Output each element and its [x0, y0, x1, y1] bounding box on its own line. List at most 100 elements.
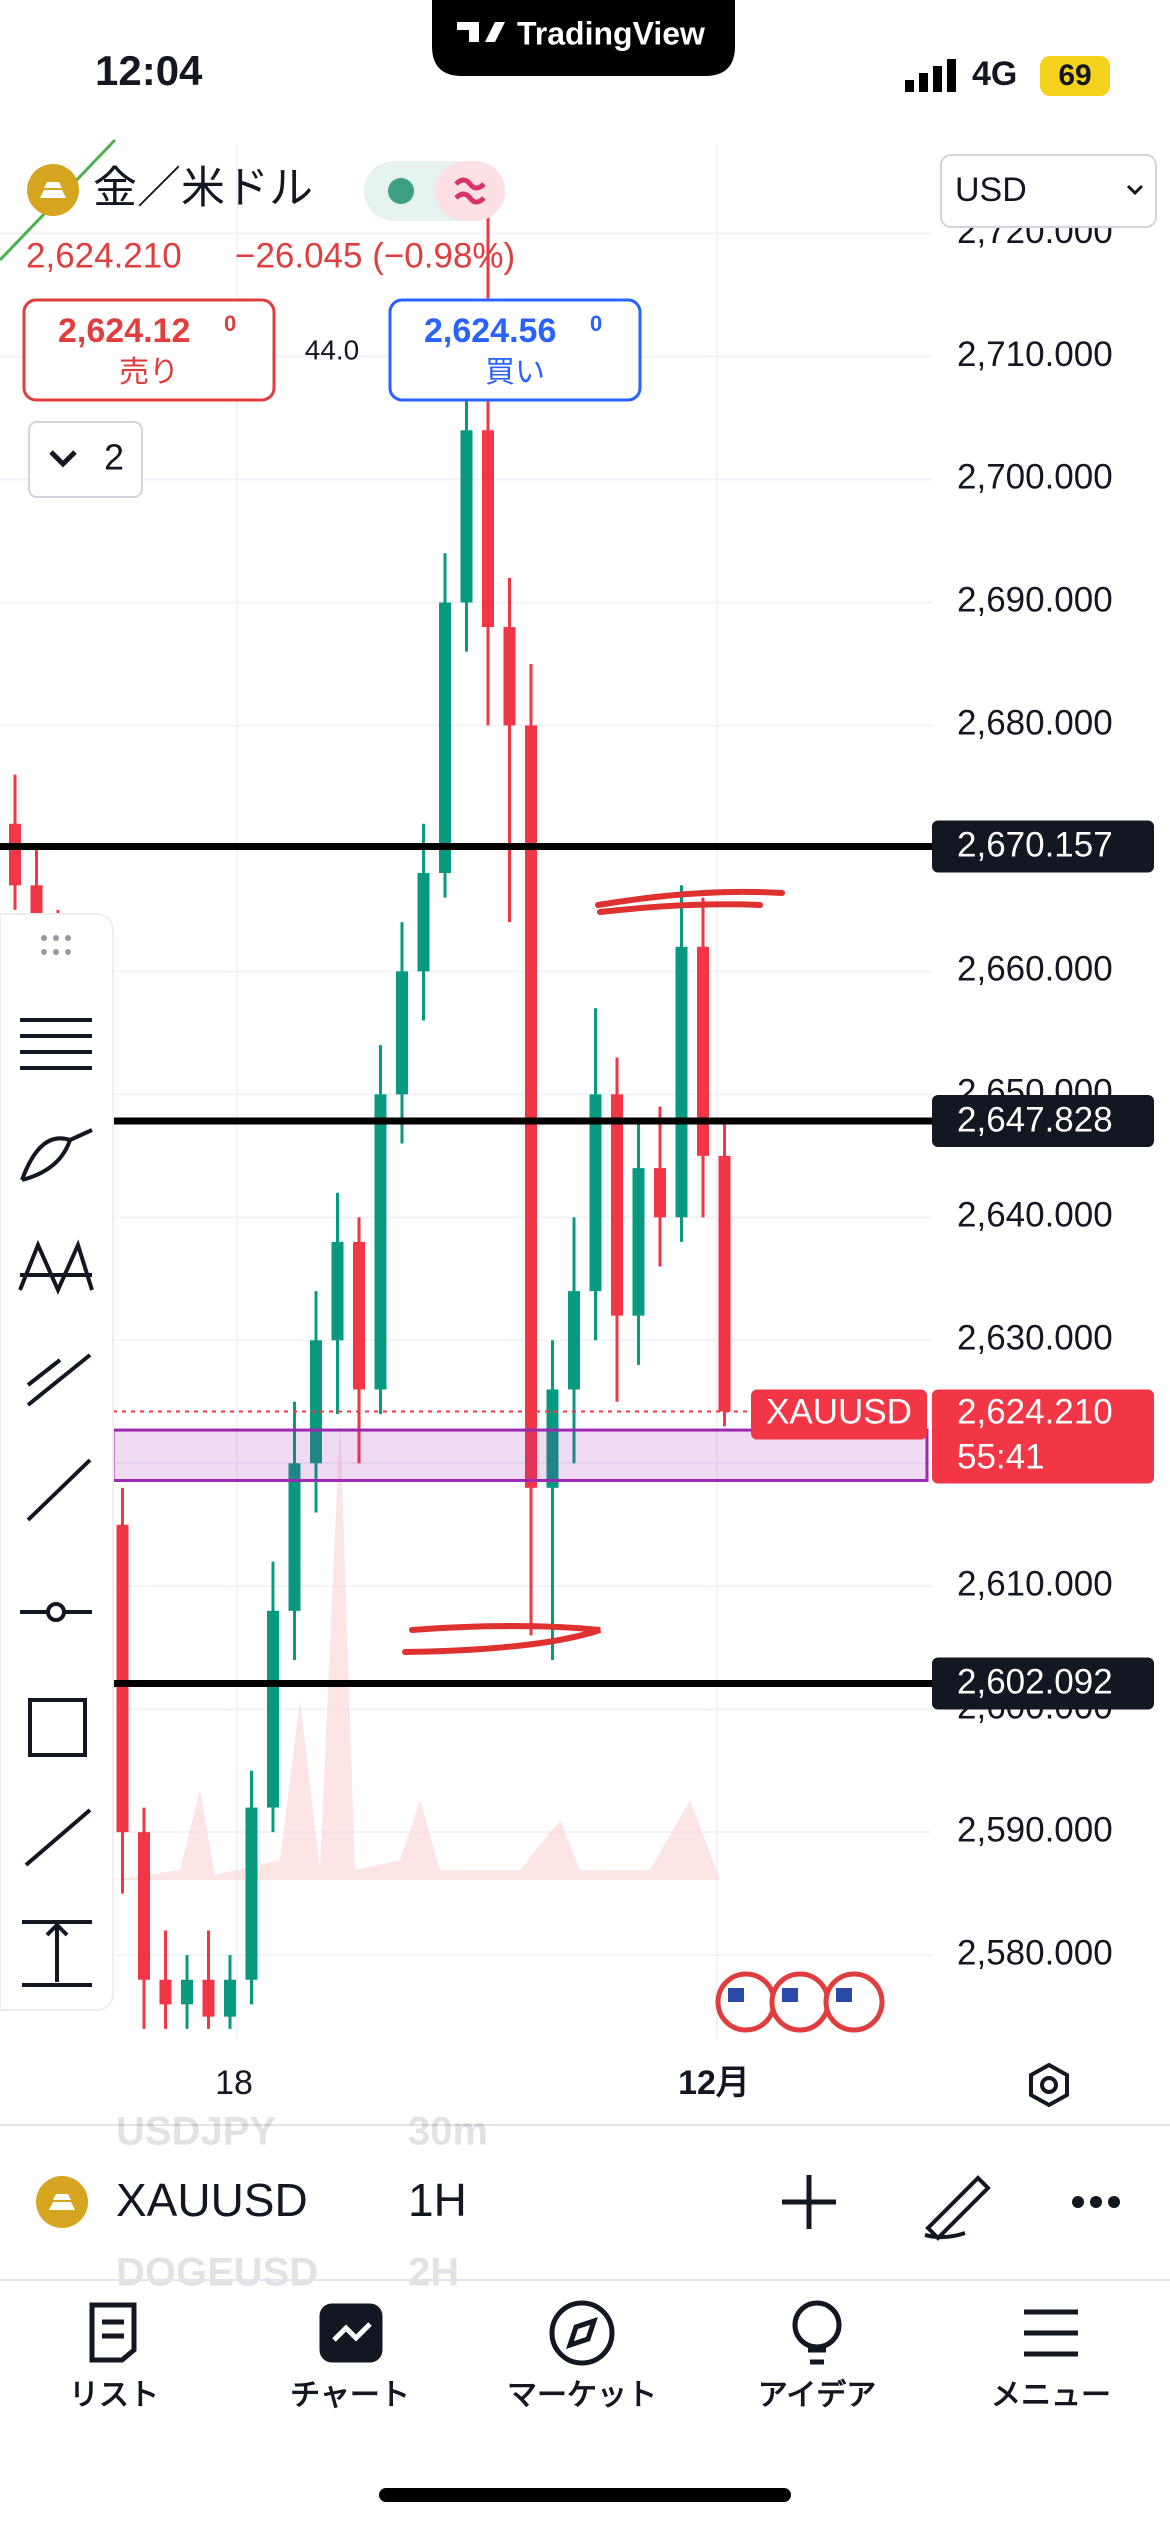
candle-body [159, 1979, 172, 2005]
battery [1040, 56, 1110, 96]
last-price-label: 2,624.210 [957, 1393, 1113, 1432]
candle-body [503, 627, 516, 726]
battery-level: 69 [1058, 59, 1091, 92]
currency-select[interactable] [940, 154, 1157, 228]
y-tick-label: 2,710.000 [957, 335, 1113, 374]
y-tick-label: 2,680.000 [957, 704, 1113, 743]
candle-body [288, 1463, 301, 1611]
tab-label[interactable]: メニュー [991, 2379, 1111, 2412]
hand-drawing [402, 1623, 601, 1655]
candle-body [331, 1241, 344, 1341]
buy-price: 2,624.56 [424, 312, 556, 350]
candle-body [417, 872, 430, 972]
candle-body [546, 1389, 559, 1488]
level-label: 2,670.157 [957, 826, 1113, 865]
candle-body [374, 1094, 387, 1390]
symbol-tag: XAUUSD [766, 1393, 912, 1432]
candle-body [675, 946, 688, 1218]
toggle-right[interactable] [435, 161, 505, 221]
x-tick-label: 12月 [678, 2064, 750, 2102]
spread: 44.0 [305, 334, 360, 365]
y-tick-label: 2,640.000 [957, 1196, 1113, 1235]
toggle-wave [454, 177, 486, 205]
level-label: 2,602.092 [957, 1663, 1113, 1702]
candle-body [632, 1168, 645, 1316]
buy-price-sup: 0 [590, 311, 602, 336]
y-tick-label: 2,700.000 [957, 458, 1113, 497]
watch-interval: 2H [408, 2251, 459, 2295]
candle-body [310, 1340, 322, 1464]
candle-body [353, 1241, 365, 1390]
hand-drawing [595, 888, 785, 915]
countdown: 55:41 [957, 1438, 1045, 1477]
candle-body [245, 1807, 258, 1980]
signal [905, 59, 956, 92]
gold-bars [49, 2194, 75, 2210]
candle-body [482, 430, 494, 628]
settings-icon[interactable] [1029, 2062, 1069, 2108]
settings-dot [1040, 2076, 1058, 2094]
candle-body [439, 602, 451, 873]
indicator-toggle[interactable] [28, 421, 143, 498]
overlay: 2,670.157 2,647.828 2,602.092 XAUUSD 2,624.2… [0, 820, 1154, 1710]
chevron [1126, 184, 1144, 196]
candle-body [9, 823, 21, 886]
buy-label: 買い [485, 356, 545, 389]
candle-body [611, 1094, 623, 1316]
y-tick-label: 2,630.000 [957, 1319, 1113, 1358]
last-price-bg [932, 1389, 1154, 1484]
x-tick-label: 18 [215, 2064, 253, 2102]
symbol-tag-bg [751, 1389, 927, 1440]
candle-body [654, 1168, 666, 1218]
tab-label[interactable]: リスト [69, 2379, 159, 2412]
watch-interval[interactable]: 1H [408, 2174, 467, 2226]
watch-interval: 30m [408, 2110, 488, 2154]
network: 4G [972, 55, 1017, 93]
last-price: 2,624.210 [26, 236, 182, 275]
draw-button[interactable] [924, 2175, 991, 2241]
y-tick-label: 2,690.000 [957, 581, 1113, 620]
currency: USD [955, 171, 1027, 209]
tab-icons [89, 2300, 1078, 2366]
tab-label[interactable]: チャート [290, 2379, 410, 2412]
tab-label[interactable]: マーケット [507, 2379, 657, 2412]
watch-symbol: DOGEUSD [116, 2251, 318, 2295]
buy-button[interactable] [388, 298, 642, 402]
clock: 12:04 [95, 47, 203, 94]
candle-body [568, 1291, 580, 1390]
candle-body [718, 1155, 731, 1412]
candle-body [525, 725, 537, 1488]
event-flags [715, 1971, 885, 2033]
candle-body [460, 430, 473, 603]
level-label-bg [932, 1095, 1154, 1148]
watch-symbol[interactable]: XAUUSD [116, 2174, 308, 2226]
candle-body [138, 1832, 150, 1980]
sell-price: 2,624.12 [58, 312, 190, 350]
tab-label[interactable]: アイデア [758, 2378, 877, 2412]
gold-bars [40, 182, 66, 198]
sell-button[interactable] [22, 298, 276, 402]
price-change: −26.045 (−0.98%) [235, 236, 515, 275]
sell-label: 売り [119, 356, 179, 389]
sell-price-sup: 0 [224, 311, 236, 336]
home-indicator [379, 2488, 791, 2502]
candle-body [267, 1610, 279, 1808]
candle-body [116, 1524, 129, 1833]
candle-body [202, 1979, 215, 2017]
symbol-name: 金／米ドル [93, 164, 313, 213]
watch-symbol: USDJPY [116, 2110, 276, 2154]
more-button[interactable] [1072, 2196, 1120, 2208]
logo [457, 22, 505, 42]
app-badge [432, 0, 735, 76]
y-tick-label: 2,610.000 [957, 1564, 1113, 1603]
drawing-toolbar [0, 913, 114, 2011]
candle-body [589, 1094, 602, 1292]
level-label-bg [932, 820, 1154, 873]
add-button[interactable] [782, 2175, 836, 2229]
candle-body [224, 1979, 236, 2017]
y-tick-label: 2,590.000 [957, 1810, 1113, 1849]
candle-body [396, 971, 408, 1095]
